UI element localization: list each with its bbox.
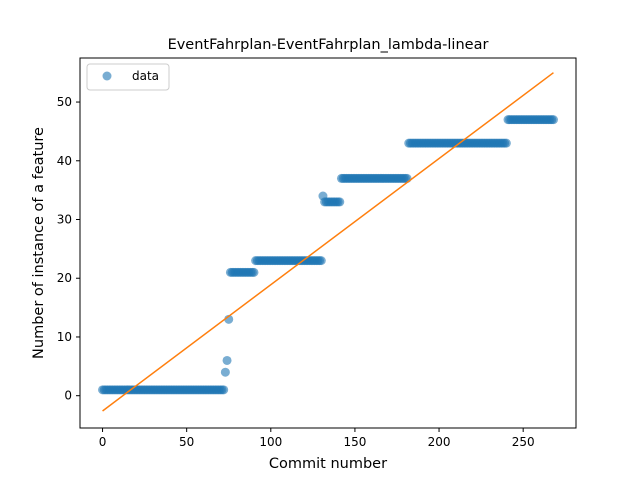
data-point	[548, 115, 558, 125]
data-point	[249, 267, 259, 277]
data-point	[219, 385, 229, 395]
y-tick-label: 50	[57, 95, 72, 109]
y-tick-label: 20	[57, 271, 72, 285]
x-axis: 0 50 100 150 200 250	[99, 428, 535, 449]
legend-marker-data	[102, 71, 112, 81]
x-tick-label: 150	[343, 435, 366, 449]
y-tick-label: 30	[57, 213, 72, 227]
y-tick-label: 0	[64, 389, 72, 403]
x-tick-label: 100	[259, 435, 282, 449]
y-tick-label: 40	[57, 154, 72, 168]
fit-line	[102, 72, 554, 412]
data-point	[220, 367, 230, 377]
y-axis-label: Number of instance of a feature	[31, 127, 47, 359]
chart-title: EventFahrplan-EventFahrplan_lambda-linea…	[168, 37, 489, 53]
x-tick-label: 50	[179, 435, 194, 449]
x-tick-label: 0	[99, 435, 107, 449]
x-axis-label: Commit number	[269, 456, 387, 472]
legend-box	[86, 63, 170, 91]
x-tick-label: 250	[512, 435, 535, 449]
y-axis: 0 10 20 30 40 50	[57, 95, 80, 403]
x-tick-label: 200	[428, 435, 451, 449]
data-point	[402, 173, 412, 183]
y-tick-label: 10	[57, 330, 72, 344]
plot-area	[98, 72, 558, 412]
data-point	[501, 138, 511, 148]
data-point	[222, 355, 232, 365]
data-point	[316, 256, 326, 266]
axes-frame	[79, 57, 577, 429]
legend-label-data: data	[132, 69, 159, 83]
legend: data	[86, 63, 170, 91]
data-point	[335, 197, 345, 207]
